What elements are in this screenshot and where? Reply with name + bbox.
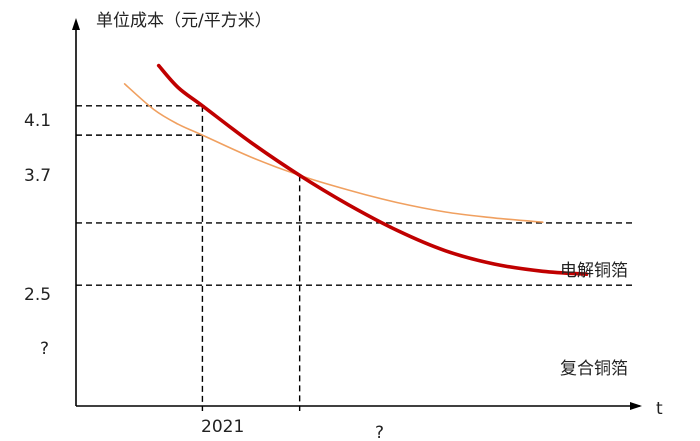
series-label-electrolytic: 电解铜箔 <box>560 261 628 281</box>
x-axis-title: t <box>656 399 663 419</box>
y-axis-arrow <box>72 18 80 30</box>
axes <box>72 18 642 410</box>
series-line-electrolytic <box>123 83 544 223</box>
y-tick-label-unknown: ? <box>40 339 49 359</box>
x-tick-label-2021: 2021 <box>201 417 244 437</box>
y-tick-label-4-1: 4.1 <box>24 111 51 131</box>
x-tick-label-unknown: ? <box>375 423 384 441</box>
series-line-composite <box>156 63 589 276</box>
reference-lines <box>76 105 636 411</box>
x-axis-arrow <box>630 402 642 410</box>
y-tick-label-3-7: 3.7 <box>24 166 51 186</box>
series-label-composite: 复合铜箔 <box>560 359 628 379</box>
y-tick-label-2-5: 2.5 <box>24 285 51 305</box>
series-layer <box>123 63 589 276</box>
y-axis-title: 单位成本（元/平方米） <box>96 11 272 31</box>
